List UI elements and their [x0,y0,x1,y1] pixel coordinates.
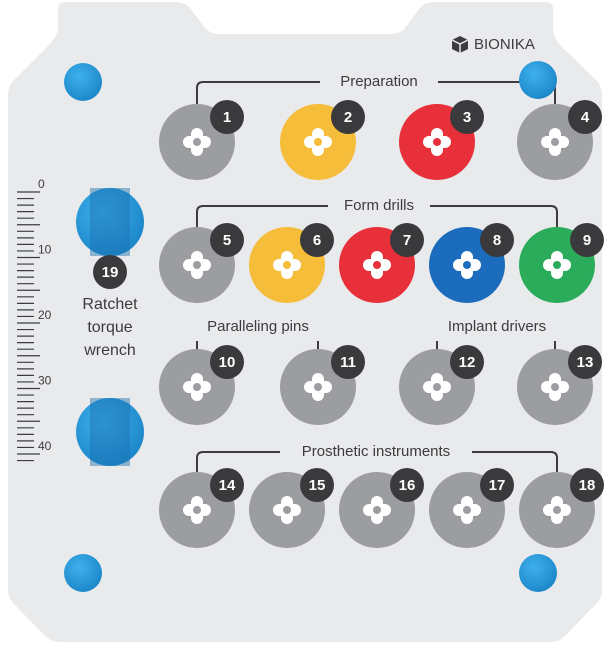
number-badge [210,100,244,134]
ruler-label: 0 [38,177,45,191]
slot-cross-center [553,506,561,514]
number-badge [480,223,514,257]
bracket [196,205,558,228]
number-badge [93,255,127,289]
slot-number: 9 [583,232,591,249]
ruler-label: 10 [38,243,52,257]
slot-cross-center [463,261,471,269]
slot-cross-center [193,506,201,514]
number-badge [568,100,602,134]
ruler-label: 40 [38,439,52,453]
slot-number: 5 [223,232,231,249]
slot-number: 8 [493,232,501,249]
slot-number: 13 [577,354,594,371]
slot-number: 1 [223,109,231,126]
number-badge [390,468,424,502]
slot-cross-center [551,138,559,146]
slot-cross-center [463,506,471,514]
bracket [196,341,556,352]
slot-number: 14 [219,477,236,494]
slot-number: 11 [340,354,356,371]
number-badge [300,468,334,502]
group-label: Form drills [344,197,414,214]
slot-cross-center [551,383,559,391]
slot-number: 18 [579,477,596,494]
number-badge [390,223,424,257]
number-badge [568,345,602,379]
slot-number: 16 [399,477,416,494]
ruler-label: 30 [38,374,52,388]
slot-cross-center [193,383,201,391]
slot-number: 3 [463,109,471,126]
slot-cross-center [433,383,441,391]
slot-number: 4 [581,109,590,126]
group-label: Paralleling pins [207,318,309,335]
slot-number: 2 [344,109,352,126]
blue-pin [64,63,102,101]
slot-cross-center [373,261,381,269]
group-label: Implant drivers [448,318,546,335]
slot-number: 6 [313,232,321,249]
slot-cross-center [433,138,441,146]
slot-cross-center [314,383,322,391]
brand-logo [451,36,469,53]
number-badge [331,100,365,134]
bracket [196,451,558,472]
brand-name: BIONIKA [474,36,535,53]
ratchet-label: torque [87,319,132,336]
blue-pin [519,554,557,592]
slot-number: 7 [403,232,411,249]
slot-cross-center [193,138,201,146]
slot-number: 19 [102,264,119,281]
ratchet-holder [76,188,144,466]
number-badge [480,468,514,502]
slot-number: 10 [219,354,236,371]
number-badge [450,100,484,134]
blue-pin [519,61,557,99]
number-badge [570,223,604,257]
number-badge [450,345,484,379]
group-label: Preparation [340,73,418,90]
ratchet-label: wrench [83,342,136,359]
number-badge [210,468,244,502]
slot-number: 12 [459,354,476,371]
blue-pin [64,554,102,592]
slot-number: 17 [489,477,506,494]
ruler-label: 20 [38,308,52,322]
slot-cross-center [373,506,381,514]
number-badge [210,345,244,379]
slot-number: 15 [309,477,326,494]
number-badge [300,223,334,257]
group-label: Prosthetic instruments [302,443,450,460]
slot-cross-center [283,506,291,514]
slot-cross-center [553,261,561,269]
slot-cross-center [193,261,201,269]
number-badge [570,468,604,502]
slot-cross-center [283,261,291,269]
ratchet-label: Ratchet [82,296,138,313]
number-badge [210,223,244,257]
number-badge [331,345,365,379]
slot-cross-center [314,138,322,146]
